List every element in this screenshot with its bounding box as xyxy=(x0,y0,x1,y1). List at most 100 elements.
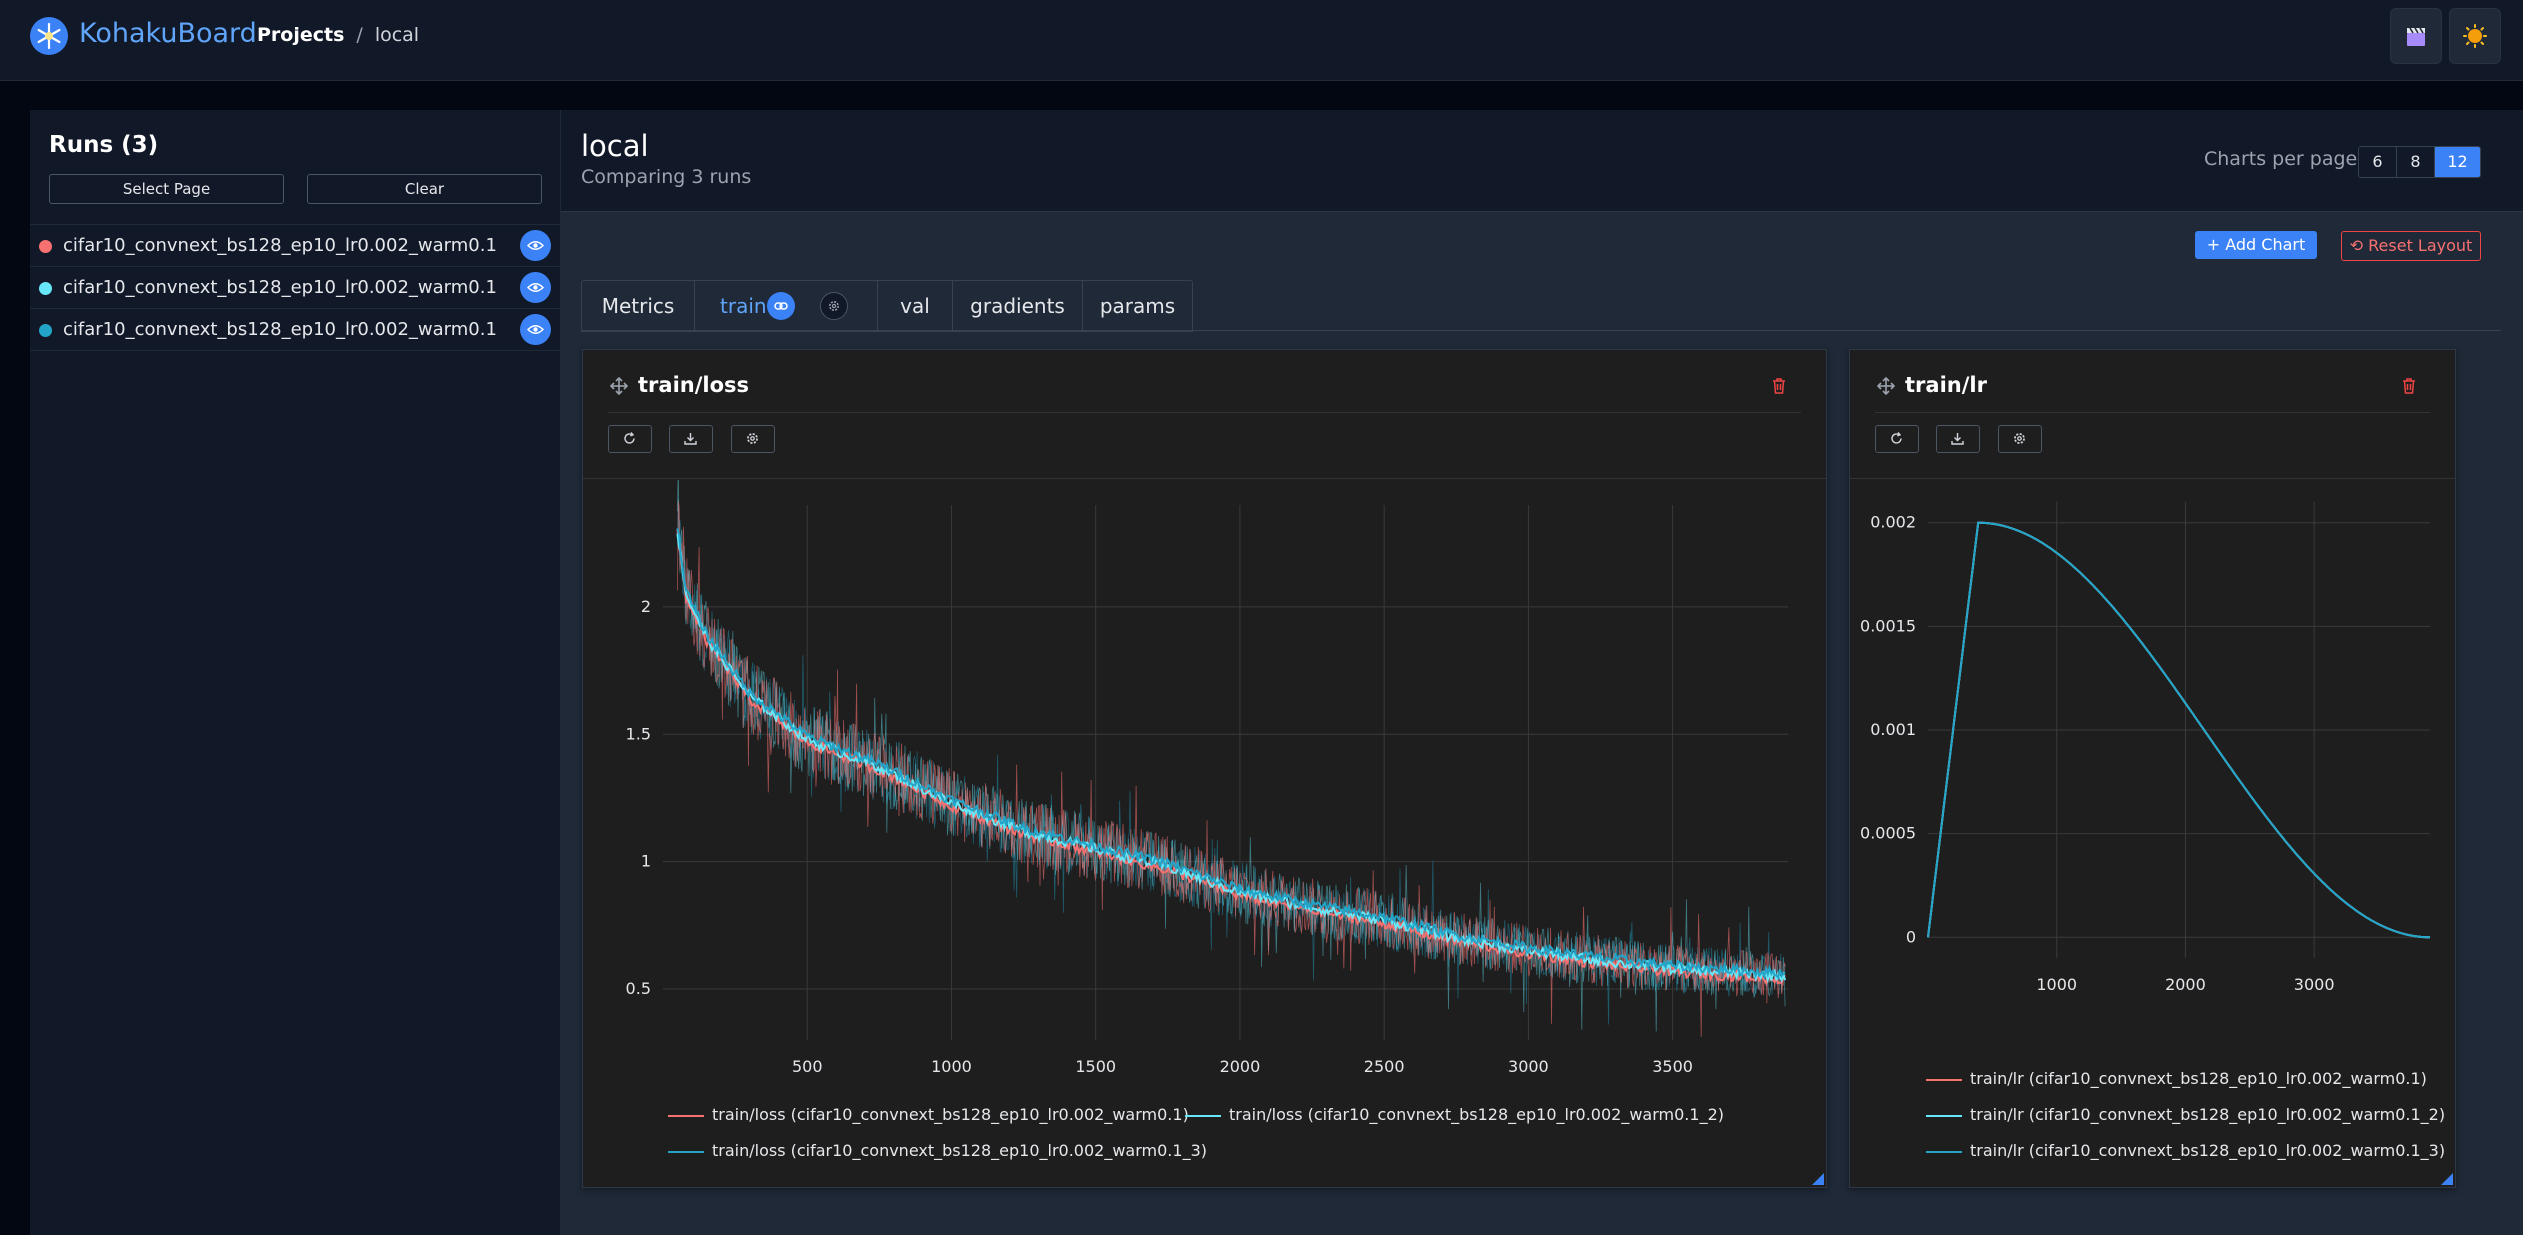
theme-toggle-button[interactable] xyxy=(2449,8,2501,64)
x-tick-label: 1000 xyxy=(2036,975,2077,994)
legend-swatch xyxy=(1926,1078,1962,1081)
card-header-divider xyxy=(608,412,1801,413)
brand-name[interactable]: KohakuBoard xyxy=(79,18,257,49)
breadcrumb-current: local xyxy=(374,24,420,46)
x-tick-label: 3500 xyxy=(1652,1057,1693,1076)
legend-swatch xyxy=(1185,1114,1221,1117)
tab-settings-button[interactable] xyxy=(820,292,848,320)
select-page-button[interactable]: Select Page xyxy=(49,174,284,204)
tab-params[interactable]: params xyxy=(1082,281,1192,331)
breadcrumb-projects-link[interactable]: Projects xyxy=(257,24,345,46)
top-navbar: KohakuBoard Projects / local xyxy=(0,0,2523,81)
reset-layout-button[interactable]: ⟲ Reset Layout xyxy=(2341,231,2481,261)
train-loss-plot[interactable]: 500 1000 1500 2000 2500 3000 3500 0.5 1 1.5 2 xyxy=(583,480,1826,1110)
download-button[interactable] xyxy=(1936,425,1980,453)
x-tick-label: 1000 xyxy=(931,1057,972,1076)
charts-per-page-6[interactable]: 6 xyxy=(2359,147,2396,177)
drag-handle-icon[interactable] xyxy=(610,377,628,395)
x-tick-label: 2500 xyxy=(1364,1057,1405,1076)
legend-item[interactable]: train/loss (cifar10_convnext_bs128_ep10_… xyxy=(1185,1105,1724,1124)
charts-per-page-8[interactable]: 8 xyxy=(2396,147,2434,177)
drag-handle-icon[interactable] xyxy=(1877,377,1895,395)
run-color-dot xyxy=(39,324,52,337)
run-item[interactable]: cifar10_convnext_bs128_ep10_lr0.002_warm… xyxy=(30,308,560,351)
toggle-visibility-button[interactable] xyxy=(520,272,551,303)
legend-item[interactable]: train/loss (cifar10_convnext_bs128_ep10_… xyxy=(668,1105,1189,1124)
x-tick-label: 3000 xyxy=(1508,1057,1549,1076)
clear-button[interactable]: Clear xyxy=(307,174,542,204)
delete-chart-icon[interactable] xyxy=(1772,378,1786,394)
legend-label: train/loss (cifar10_convnext_bs128_ep10_… xyxy=(712,1141,1207,1160)
chart-settings-button[interactable] xyxy=(1998,425,2042,453)
tab-train-label: train xyxy=(720,294,767,318)
runs-list: cifar10_convnext_bs128_ep10_lr0.002_warm… xyxy=(30,224,560,351)
charts-per-page-label: Charts per page: xyxy=(2204,148,2364,170)
eye-icon xyxy=(527,283,544,292)
eye-icon xyxy=(527,241,544,250)
page-subtitle: Comparing 3 runs xyxy=(581,166,752,188)
main-header: local Comparing 3 runs Charts per page: … xyxy=(561,110,2523,212)
y-tick-label: 2 xyxy=(641,597,651,616)
y-tick-label: 0.0005 xyxy=(1860,824,1916,843)
legend-label: train/lr (cifar10_convnext_bs128_ep10_lr… xyxy=(1970,1069,2427,1088)
charts-per-page-12[interactable]: 12 xyxy=(2434,147,2480,177)
y-tick-label: 1 xyxy=(641,852,651,871)
breadcrumb: Projects / local xyxy=(257,24,419,46)
resize-handle[interactable] xyxy=(1812,1173,1824,1185)
y-tick-label: 0.0015 xyxy=(1860,616,1916,635)
legend-item[interactable]: train/loss (cifar10_convnext_bs128_ep10_… xyxy=(668,1141,1207,1160)
reset-zoom-button[interactable] xyxy=(608,425,652,453)
resize-handle[interactable] xyxy=(2441,1173,2453,1185)
legend-item[interactable]: train/lr (cifar10_convnext_bs128_ep10_lr… xyxy=(1926,1141,2445,1160)
media-button[interactable] xyxy=(2390,8,2442,64)
run-name: cifar10_convnext_bs128_ep10_lr0.002_warm… xyxy=(63,235,497,256)
link-icon xyxy=(774,302,788,310)
gear-icon xyxy=(2014,433,2025,444)
reset-zoom-button[interactable] xyxy=(1875,425,1919,453)
x-tick-label: 1500 xyxy=(1075,1057,1116,1076)
run-color-dot xyxy=(39,240,52,253)
y-tick-label: 0.002 xyxy=(1870,513,1916,532)
legend-label: train/loss (cifar10_convnext_bs128_ep10_… xyxy=(712,1105,1189,1124)
link-tab-button[interactable] xyxy=(767,292,795,320)
y-tick-label: 1.5 xyxy=(626,724,651,743)
runs-sidebar: Runs (3) Select Page Clear cifar10_convn… xyxy=(30,110,561,1235)
run-color-dot xyxy=(39,282,52,295)
legend-label: train/lr (cifar10_convnext_bs128_ep10_lr… xyxy=(1970,1105,2446,1124)
legend-label: train/loss (cifar10_convnext_bs128_ep10_… xyxy=(1229,1105,1724,1124)
run-item[interactable]: cifar10_convnext_bs128_ep10_lr0.002_warm… xyxy=(30,266,560,308)
x-tick-label: 2000 xyxy=(1220,1057,1261,1076)
run-name: cifar10_convnext_bs128_ep10_lr0.002_warm… xyxy=(63,277,497,298)
tab-metrics[interactable]: Metrics xyxy=(601,294,675,318)
metric-tabs: Metrics train val gradients params xyxy=(581,280,1193,332)
runs-title: Runs (3) xyxy=(49,132,159,158)
chart-title: train/loss xyxy=(638,373,750,397)
page-title: local xyxy=(581,129,649,163)
tab-val[interactable]: val xyxy=(877,281,952,331)
x-tick-label: 3000 xyxy=(2294,975,2335,994)
tab-train[interactable]: train xyxy=(694,281,877,331)
refresh-icon xyxy=(624,432,635,444)
add-chart-button[interactable]: + Add Chart xyxy=(2195,231,2317,259)
kohakuboard-logo-icon[interactable] xyxy=(30,17,68,55)
download-button[interactable] xyxy=(669,425,713,453)
legend-item[interactable]: train/lr (cifar10_convnext_bs128_ep10_lr… xyxy=(1926,1105,2445,1124)
x-tick-label: 2000 xyxy=(2165,975,2206,994)
chart-settings-button[interactable] xyxy=(731,425,775,453)
train-lr-plot[interactable]: 1000 2000 3000 0 0.0005 0.001 0.0015 0.002 xyxy=(1850,480,2455,1080)
sun-icon xyxy=(2463,24,2487,48)
legend-swatch xyxy=(1926,1150,1962,1153)
run-item[interactable]: cifar10_convnext_bs128_ep10_lr0.002_warm… xyxy=(30,224,560,266)
series-line-run3 xyxy=(676,528,1786,981)
x-tick-label: 500 xyxy=(792,1057,823,1076)
toggle-visibility-button[interactable] xyxy=(520,314,551,345)
delete-chart-icon[interactable] xyxy=(2402,378,2416,394)
legend-item[interactable]: train/lr (cifar10_convnext_bs128_ep10_lr… xyxy=(1926,1069,2427,1088)
tab-gradients[interactable]: gradients xyxy=(952,281,1082,331)
toggle-visibility-button[interactable] xyxy=(520,230,551,261)
tabs-divider xyxy=(581,330,2501,331)
clapper-icon xyxy=(2407,27,2425,46)
charts-per-page-selector: 6 8 12 xyxy=(2358,146,2481,178)
legend-swatch xyxy=(668,1114,704,1117)
eye-icon xyxy=(527,325,544,334)
